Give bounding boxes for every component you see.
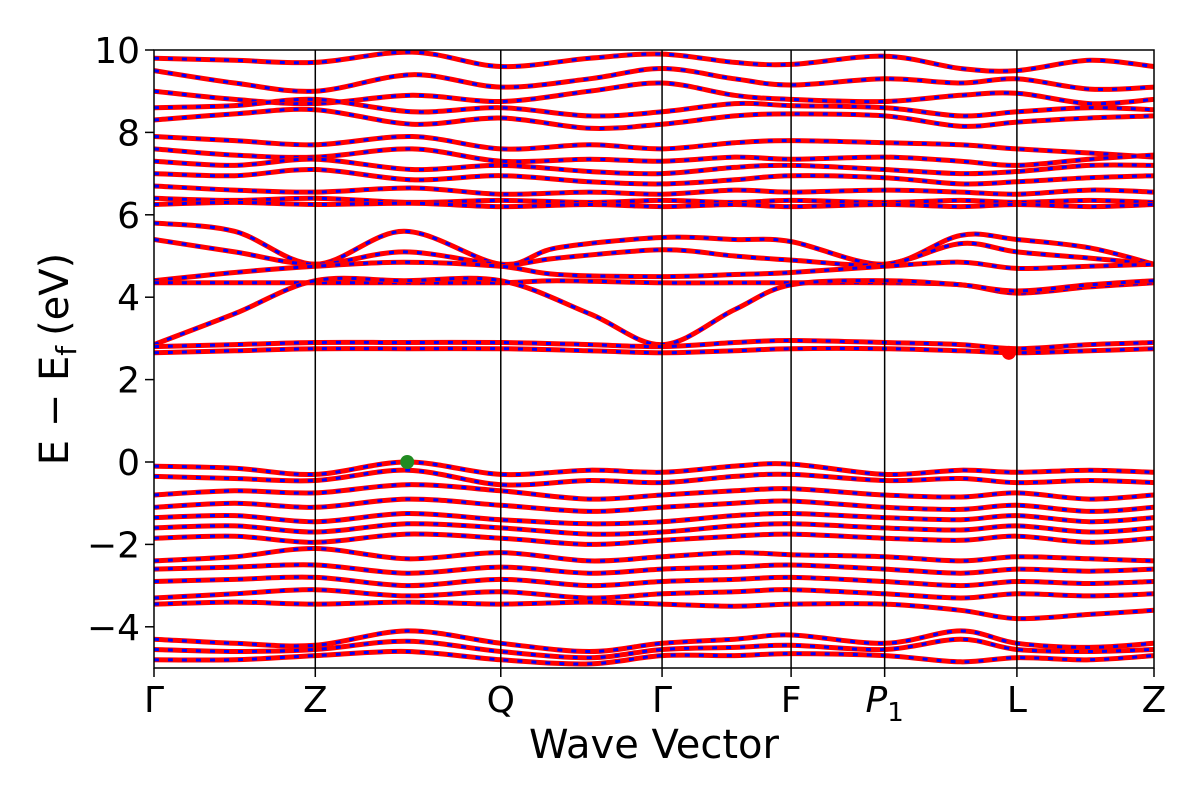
x-tick-label: Γ <box>144 680 164 721</box>
x-tick-label-subscript: 1 <box>887 698 904 728</box>
x-tick-label: F <box>781 680 802 721</box>
x-tick-label: P1 <box>866 680 904 728</box>
y-axis-ticks: −4 −2 0 2 4 6 8 10 <box>87 31 154 649</box>
y-tick-label: 2 <box>117 361 140 402</box>
band-8-blue <box>154 157 1154 176</box>
plot-frame <box>153 49 1155 669</box>
x-tick-label-main: P <box>866 680 888 721</box>
y-tick-label: 6 <box>117 196 140 237</box>
y-tick-label: 10 <box>94 31 140 72</box>
band-lines <box>154 50 1154 667</box>
band-24-blue <box>154 511 1154 526</box>
band-25-blue <box>154 522 1154 536</box>
band-5-blue <box>154 107 1154 130</box>
x-tick-label: Q <box>487 680 515 721</box>
x-axis-title: Wave Vector <box>529 722 780 768</box>
y-axis-title: E − Ef (eV) <box>32 253 83 466</box>
band-9-blue <box>154 167 1154 186</box>
band-31-blue <box>154 600 1154 621</box>
y-tick-label: 4 <box>117 278 140 319</box>
y-axis-title-unit: (eV) <box>32 253 78 336</box>
x-tick-label: L <box>1007 680 1027 721</box>
marker-cbm <box>1001 345 1016 360</box>
band-12-blue <box>154 200 1154 209</box>
band-29-blue <box>154 575 1154 588</box>
band-4-blue <box>154 97 1154 118</box>
band-1-blue <box>154 50 1154 73</box>
extremum-markers <box>400 345 1016 469</box>
y-axis-title-main: E − E <box>32 356 78 466</box>
band-20-blue <box>154 460 1154 477</box>
y-tick-label: 0 <box>117 443 140 484</box>
band-30-blue <box>154 588 1154 600</box>
x-tick-label: Z <box>303 680 328 721</box>
y-axis-title-subscript: f <box>50 345 83 356</box>
band-7-blue <box>154 147 1154 167</box>
band-10-blue <box>154 184 1154 196</box>
band-28-blue <box>154 563 1154 575</box>
band-34-blue <box>154 649 1154 666</box>
band-2-blue <box>154 66 1154 93</box>
x-axis-ticks: Γ Z Q Γ F P1 L Z <box>144 668 1166 728</box>
high-symmetry-lines <box>314 50 1018 668</box>
band-15-blue <box>154 260 1154 283</box>
band-6-blue <box>154 134 1154 159</box>
band-26-blue <box>154 532 1154 546</box>
y-tick-label: −4 <box>87 608 140 649</box>
band-21-blue <box>154 468 1154 487</box>
y-tick-label: −2 <box>87 525 140 566</box>
y-tick-label: 8 <box>117 113 140 154</box>
band-3-blue <box>154 81 1154 106</box>
band-23-blue <box>154 497 1154 513</box>
band-32-blue <box>154 629 1154 654</box>
marker-vbm <box>400 455 415 469</box>
x-tick-label: Γ <box>652 680 672 721</box>
band-27-blue <box>154 546 1154 563</box>
band-22-blue <box>154 483 1154 501</box>
x-tick-label: Z <box>1142 680 1167 721</box>
band-33-blue <box>154 637 1154 660</box>
